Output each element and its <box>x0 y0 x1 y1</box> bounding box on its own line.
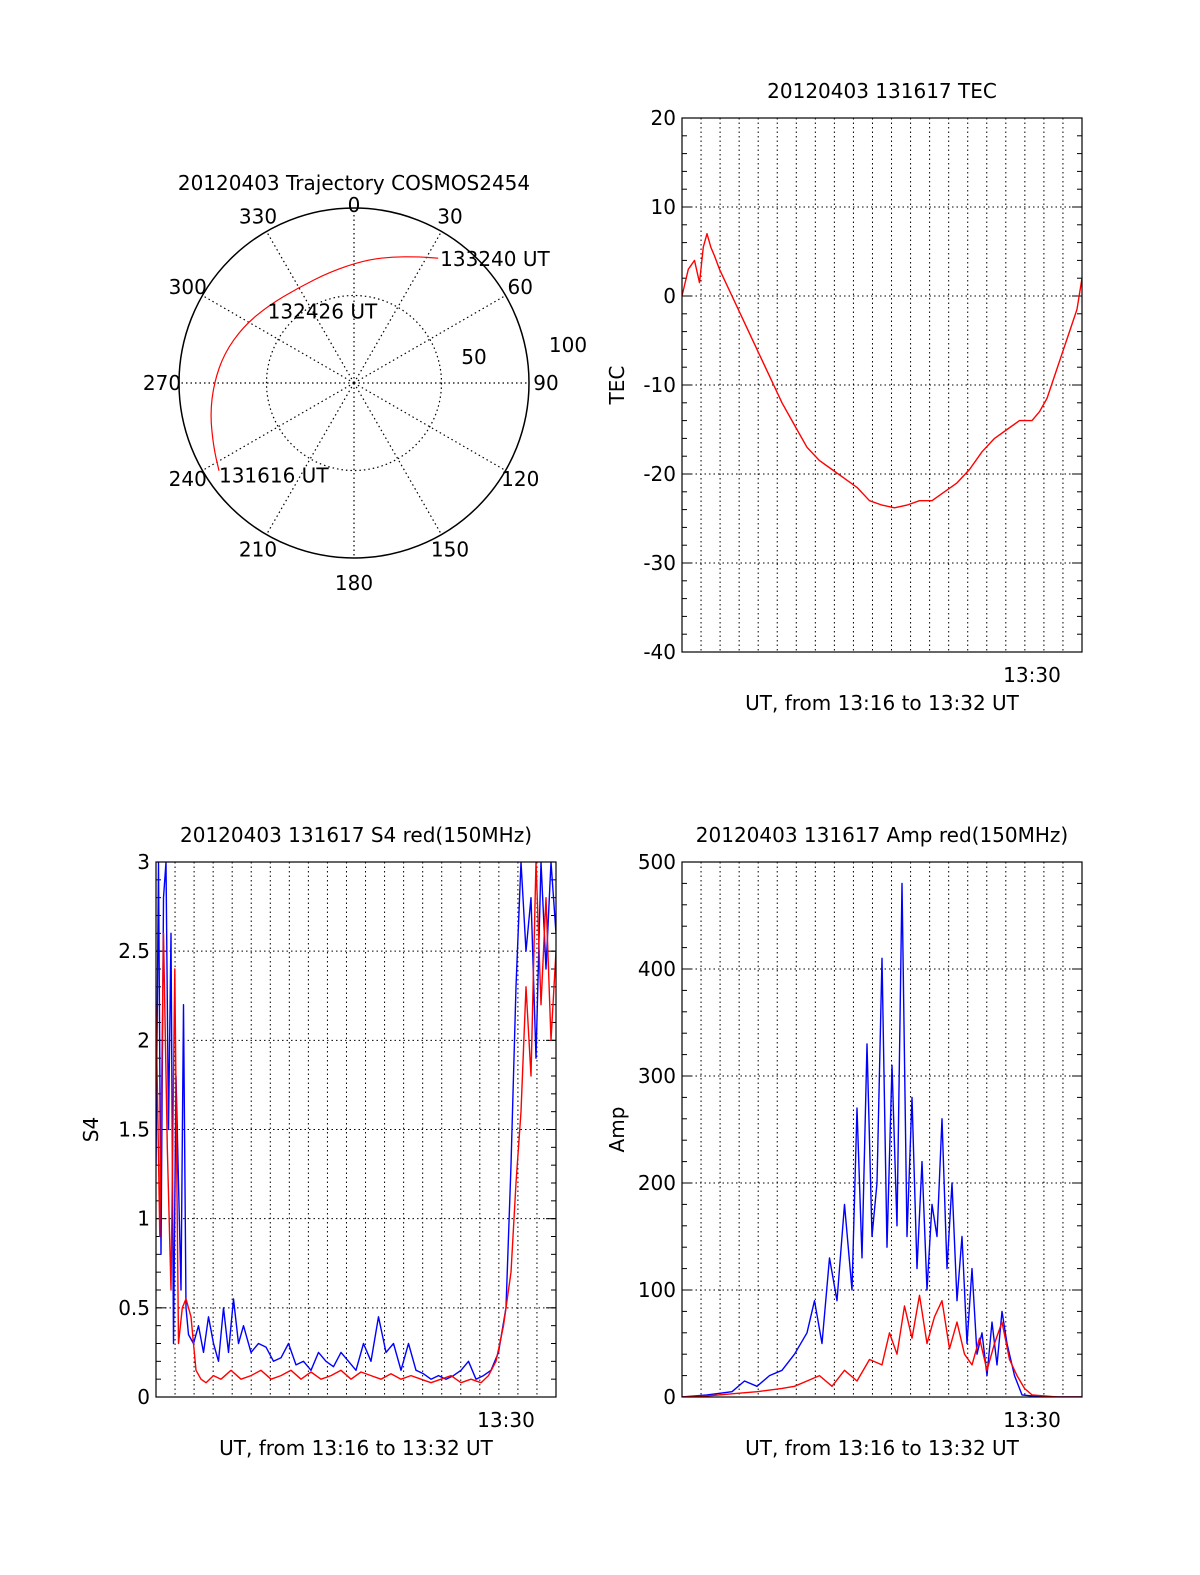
series-line-0 <box>156 862 556 1380</box>
polar-outer-circle <box>178 207 530 559</box>
polar-angle-labels: 0 30 60 90 120 150 180 210 240 270 300 330 <box>143 193 559 595</box>
y-tick-label: -20 <box>643 462 676 486</box>
polar-angle-label: 300 <box>169 275 207 299</box>
plot-frame <box>681 861 1083 1398</box>
y-axis-label: S4 <box>79 1117 103 1142</box>
y-tick-label: 1.5 <box>118 1118 150 1142</box>
panel-title: 20120403 131617 Amp red(150MHz) <box>696 823 1068 847</box>
x-axis-label: UT, from 13:16 to 13:32 UT <box>219 1436 494 1460</box>
polar-radius-label: 100 <box>549 333 587 357</box>
polar-angle-label: 60 <box>508 275 533 299</box>
y-tick-label: 20 <box>651 106 676 130</box>
y-tick-label: 100 <box>638 1278 676 1302</box>
y-axis-label: TEC <box>605 366 629 406</box>
panel-title: 20120403 131617 TEC <box>767 79 997 103</box>
series-line-0 <box>682 882 1082 1397</box>
trajectory-annotations: 133240 UT 132426 UT 131616 UT <box>219 247 551 487</box>
polar-spoke <box>202 382 355 472</box>
y-tick-label: 2.5 <box>118 939 150 963</box>
y-tick-label: 300 <box>638 1064 676 1088</box>
y-tick-label: 500 <box>638 850 676 874</box>
polar-spoke <box>265 382 355 535</box>
polar-title: 20120403 Trajectory COSMOS2454 <box>178 171 530 195</box>
polar-angle-label: 210 <box>239 537 277 561</box>
x-tick-label: 13:30 <box>1003 663 1061 687</box>
trajectory-annotation: 131616 UT <box>219 464 329 488</box>
trajectory-annotation: 132426 UT <box>268 300 378 324</box>
polar-angle-label: 120 <box>501 467 539 491</box>
y-tick-label: 200 <box>638 1171 676 1195</box>
y-tick-label: -10 <box>643 373 676 397</box>
polar-angle-label: 330 <box>239 205 277 229</box>
polar-angle-label: 30 <box>437 205 462 229</box>
polar-radius-labels: 50 100 <box>461 333 587 369</box>
y-tick-label: 10 <box>651 195 676 219</box>
plot-frame <box>681 117 1083 653</box>
x-axis-label: UT, from 13:16 to 13:32 UT <box>745 691 1020 715</box>
x-tick-label: 13:30 <box>477 1408 535 1432</box>
polar-angle-label: 0 <box>348 193 361 217</box>
x-tick-label: 13:30 <box>1003 1408 1061 1432</box>
tec-panel: 20120403 131617 TEC 20 10 0 -10 -20 -30 -40 13:3… <box>605 79 1083 715</box>
polar-trajectory-panel: 20120403 Trajectory COSMOS2454 0 30 60 90 12… <box>143 171 587 595</box>
y-tick-label: 1 <box>137 1207 150 1231</box>
plot-frame <box>155 861 557 1398</box>
y-tick-label: -40 <box>643 640 676 664</box>
y-tick-label: 0 <box>137 1385 150 1409</box>
x-axis-label: UT, from 13:16 to 13:32 UT <box>745 1436 1020 1460</box>
y-tick-label: 0 <box>663 1385 676 1409</box>
polar-angle-label: 90 <box>533 371 558 395</box>
y-tick-label: 2 <box>137 1028 150 1052</box>
polar-radius-label: 50 <box>461 345 486 369</box>
series-line-1 <box>682 1294 1082 1397</box>
series-line-0 <box>682 233 1082 509</box>
y-tick-label: -30 <box>643 551 676 575</box>
amp-panel: 20120403 131617 Amp red(150MHz) 500 400 300… <box>605 823 1083 1460</box>
series-group <box>156 862 556 1384</box>
trajectory-annotation: 133240 UT <box>440 247 550 271</box>
s4-panel: 20120403 131617 S4 red(150MHz) 3 2.5 2 1.5 1 0… <box>79 823 557 1460</box>
polar-angle-label: 240 <box>169 467 207 491</box>
trajectory-line <box>210 256 439 471</box>
series-line-1 <box>156 862 556 1384</box>
series-group <box>682 882 1082 1397</box>
polar-angle-label: 180 <box>335 571 373 595</box>
y-tick-label: 0.5 <box>118 1296 150 1320</box>
y-tick-label: 0 <box>663 284 676 308</box>
polar-grid <box>179 208 529 558</box>
series-group <box>682 233 1082 509</box>
panel-title: 20120403 131617 S4 red(150MHz) <box>180 823 532 847</box>
polar-ring-50 <box>265 294 443 472</box>
y-tick-label: 3 <box>137 850 150 874</box>
y-tick-label: 400 <box>638 957 676 981</box>
polar-angle-label: 150 <box>431 537 469 561</box>
y-axis-label: Amp <box>605 1107 629 1153</box>
polar-angle-label: 270 <box>143 371 181 395</box>
